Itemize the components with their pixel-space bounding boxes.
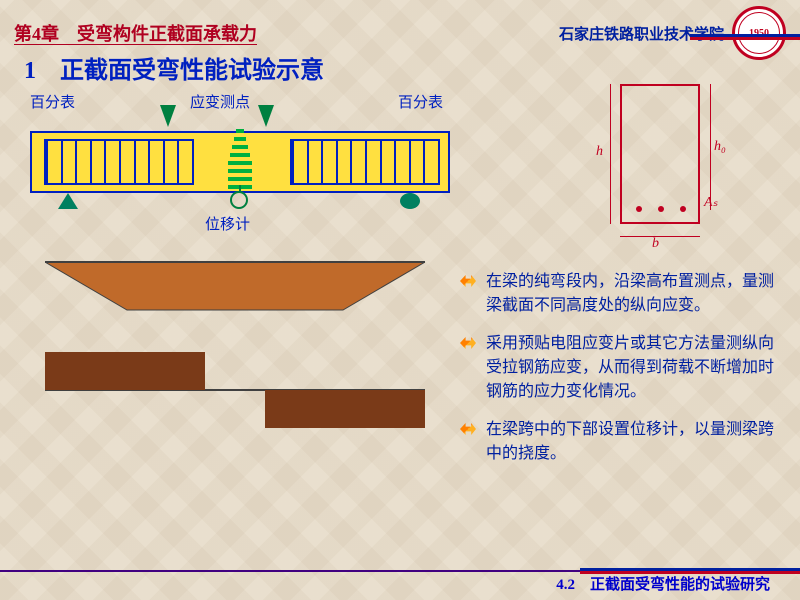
footer-section-ref: 4.2 正截面受弯性能的试验研究 bbox=[556, 573, 770, 594]
header-accent-line bbox=[690, 34, 800, 40]
dim-b-label: b bbox=[652, 236, 659, 252]
section-title: 1 正截面受弯性能试验示意 bbox=[24, 50, 324, 85]
list-item: 在梁跨中的下部设置位移计，以量测梁跨中的挠度。 bbox=[460, 418, 780, 466]
footer-accent-line bbox=[0, 570, 800, 572]
rebar-dot-icon bbox=[680, 206, 686, 212]
load-arrow-icon bbox=[160, 105, 176, 127]
label-displacement-gauge: 位移计 bbox=[205, 213, 250, 234]
list-item: 在梁的纯弯段内，沿梁高布置测点，量测梁截面不同高度处的纵向应变。 bbox=[460, 270, 780, 318]
strain-gauge-icon bbox=[227, 129, 253, 189]
list-item: 采用预贴电阻应变片或其它方法量测纵向受拉钢筋应变，从而得到荷载不断增加时钢筋的应… bbox=[460, 332, 780, 404]
description-list: 在梁的纯弯段内，沿梁高布置测点，量测梁截面不同高度处的纵向应变。 采用预贴电阻应… bbox=[460, 270, 780, 480]
school-logo-icon: 1950 bbox=[732, 6, 786, 60]
shear-positive-block bbox=[45, 352, 205, 390]
org-name: 石家庄铁路职业技术学院 bbox=[559, 23, 724, 44]
displacement-gauge-icon bbox=[230, 191, 248, 209]
bending-moment-diagram bbox=[45, 260, 425, 320]
pin-support-icon bbox=[58, 193, 78, 209]
section-outline bbox=[620, 84, 700, 224]
label-dial-gauge-left: 百分表 bbox=[30, 91, 75, 112]
label-dial-gauge-right: 百分表 bbox=[398, 91, 443, 112]
rebar-dot-icon bbox=[636, 206, 642, 212]
roller-support-icon bbox=[400, 193, 420, 209]
dim-h0-label: h₀ bbox=[714, 139, 726, 155]
rebar-dot-icon bbox=[658, 206, 664, 212]
chapter-title: 第4章 受弯构件正截面承载力 bbox=[14, 20, 257, 46]
dial-gauge-grid-right bbox=[290, 139, 440, 185]
load-arrow-icon bbox=[258, 105, 274, 127]
label-strain-point: 应变测点 bbox=[190, 91, 250, 112]
dial-gauge-grid-left bbox=[44, 139, 194, 185]
dim-h-label: h bbox=[596, 144, 603, 160]
dim-as-label: Aₛ bbox=[704, 194, 718, 211]
cross-section-diagram: b h h₀ Aₛ bbox=[610, 84, 730, 254]
shear-negative-block bbox=[265, 390, 425, 428]
shear-force-diagram bbox=[45, 340, 425, 440]
